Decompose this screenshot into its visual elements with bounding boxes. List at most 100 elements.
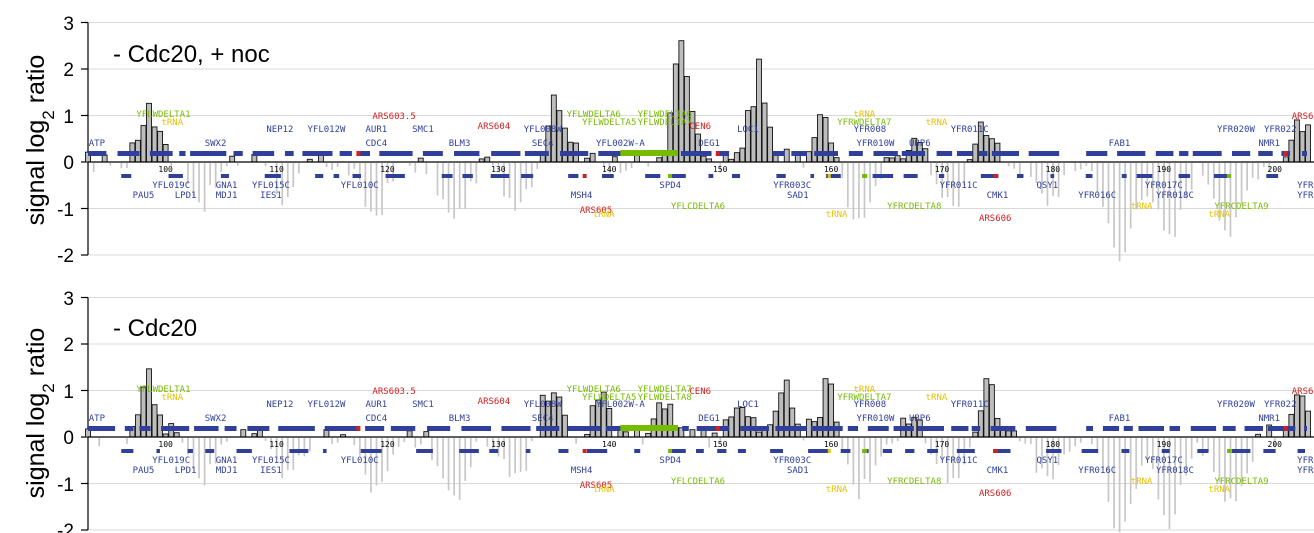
signal-bar-negative bbox=[436, 438, 439, 467]
signal-bar-negative bbox=[1190, 438, 1193, 459]
coordinate-label: 160 bbox=[824, 440, 839, 449]
signal-bar-negative bbox=[968, 438, 971, 448]
gene-block bbox=[1231, 449, 1251, 453]
gene-block bbox=[278, 426, 315, 431]
feature-label: tRNA bbox=[854, 110, 876, 120]
signal-bar-negative bbox=[120, 163, 123, 169]
gene-block bbox=[190, 151, 227, 156]
signal-bar-negative bbox=[1041, 438, 1043, 469]
signal-bar-negative bbox=[187, 438, 189, 455]
gene-label: SPD4 bbox=[659, 181, 681, 191]
gene-label: QSY1 bbox=[1037, 181, 1059, 191]
gene-block bbox=[324, 426, 359, 431]
signal-bar-negative bbox=[453, 438, 455, 496]
signal-bar-positive bbox=[1305, 124, 1311, 163]
coordinate-label: 120 bbox=[380, 165, 395, 174]
signal-bar-negative bbox=[458, 438, 461, 501]
coordinate-label: 190 bbox=[1157, 440, 1172, 449]
signal-bar-negative bbox=[1129, 163, 1132, 229]
gene-block bbox=[1302, 151, 1307, 156]
signal-bar-negative bbox=[858, 163, 860, 218]
signal-bar-negative bbox=[1240, 438, 1243, 487]
signal-bar-negative bbox=[1113, 438, 1115, 529]
signal-bar-negative bbox=[286, 163, 289, 197]
signal-bar-negative bbox=[1218, 163, 1221, 221]
signal-bar-negative bbox=[630, 163, 633, 169]
signal-bar-positive bbox=[700, 155, 707, 163]
signal-bar-positive bbox=[140, 125, 147, 163]
signal-bar-negative bbox=[475, 438, 478, 442]
signal-bar-negative bbox=[863, 163, 866, 218]
signal-bar-negative bbox=[198, 438, 200, 479]
gene-block bbox=[568, 174, 579, 178]
signal-bar-negative bbox=[1174, 438, 1176, 515]
signal-bar-negative bbox=[392, 438, 394, 455]
gene-block bbox=[220, 174, 229, 178]
gene-label: YFR018C bbox=[1156, 466, 1194, 476]
signal-bar-negative bbox=[1268, 163, 1271, 172]
signal-bar-positive bbox=[1282, 156, 1289, 163]
signal-bar-negative bbox=[358, 438, 361, 456]
signal-bar-positive bbox=[656, 402, 663, 438]
coordinate-label: 200 bbox=[1268, 165, 1283, 174]
signal-bar-positive bbox=[589, 405, 596, 438]
signal-bar-positive bbox=[761, 102, 768, 163]
gene-block bbox=[1297, 449, 1306, 453]
gene-block bbox=[1179, 151, 1189, 156]
signal-bar-negative bbox=[419, 438, 422, 445]
signal-bar-negative bbox=[1124, 438, 1126, 522]
gene-block bbox=[1161, 449, 1170, 453]
gene-block bbox=[224, 426, 237, 431]
signal-bar-negative bbox=[1096, 163, 1099, 193]
signal-bar-negative bbox=[1118, 163, 1121, 262]
signal-bar-negative bbox=[403, 438, 406, 443]
signal-bar-negative bbox=[1168, 438, 1171, 530]
gene-block bbox=[791, 151, 807, 156]
delta-marker bbox=[1227, 174, 1232, 178]
signal-bar-negative bbox=[309, 438, 311, 452]
signal-bar-negative bbox=[1029, 438, 1032, 445]
gene-block bbox=[814, 151, 838, 156]
gene-label: YFL010C bbox=[341, 456, 379, 466]
signal-bar-positive bbox=[1299, 131, 1306, 163]
panel-title: - Cdc20 bbox=[113, 315, 197, 342]
signal-bar-negative bbox=[519, 163, 522, 203]
signal-bar-negative bbox=[846, 163, 849, 208]
signal-bar-positive bbox=[134, 414, 141, 438]
gene-block bbox=[1046, 449, 1062, 453]
gene-block bbox=[882, 449, 893, 453]
signal-bar-negative bbox=[952, 163, 955, 206]
trna-marker bbox=[827, 449, 831, 453]
gene-label: ATP bbox=[89, 139, 106, 149]
signal-bar-negative bbox=[1007, 163, 1010, 167]
signal-bar-negative bbox=[869, 438, 871, 483]
gene-label: IES1 bbox=[260, 466, 282, 476]
signal-bar-negative bbox=[492, 163, 494, 166]
signal-bar-negative bbox=[1212, 163, 1215, 199]
gene-block bbox=[88, 426, 116, 431]
signal-bar-negative bbox=[1185, 438, 1187, 476]
signal-bar-negative bbox=[1212, 438, 1215, 473]
gene-block bbox=[462, 174, 473, 178]
ars-marker bbox=[356, 426, 361, 431]
signal-bar-negative bbox=[1079, 438, 1082, 443]
gene-block bbox=[379, 151, 413, 156]
signal-bar-negative bbox=[209, 163, 211, 185]
signal-bar-positive bbox=[157, 130, 164, 163]
signal-bar-negative bbox=[1102, 163, 1104, 207]
gene-label: BLM3 bbox=[449, 414, 471, 424]
ars-marker bbox=[356, 151, 361, 156]
gene-label: YFL019C bbox=[152, 181, 190, 191]
gene-block bbox=[339, 151, 352, 156]
gene-block bbox=[323, 449, 327, 453]
y-tick-label: 2 bbox=[63, 60, 74, 81]
signal-bar-negative bbox=[880, 438, 882, 457]
gene-label: YFR0 bbox=[1297, 466, 1314, 476]
signal-bar-negative bbox=[802, 163, 805, 168]
signal-bar-negative bbox=[331, 163, 333, 171]
gene-block bbox=[1190, 426, 1217, 431]
signal-bar-negative bbox=[397, 438, 400, 447]
gene-label: LOC1 bbox=[737, 125, 759, 135]
signal-bar-negative bbox=[1118, 438, 1121, 533]
signal-bar-negative bbox=[1185, 163, 1187, 199]
